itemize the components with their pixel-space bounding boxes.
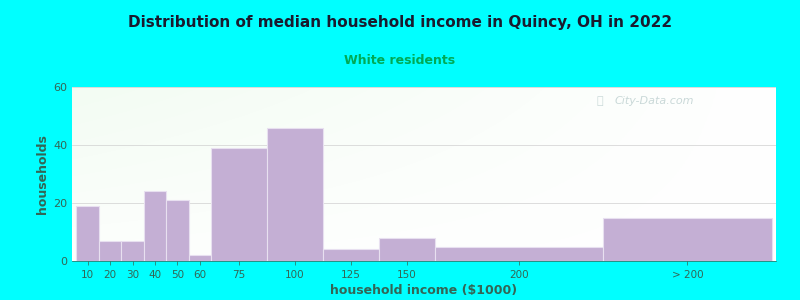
Bar (435, 247, 603, 261)
Text: Ⓢ: Ⓢ (597, 96, 603, 106)
Bar (603, 218, 771, 261)
Bar (189, 255, 211, 261)
Bar (99, 241, 122, 261)
Text: Distribution of median household income in Quincy, OH in 2022: Distribution of median household income … (128, 15, 672, 30)
Bar (267, 128, 323, 261)
Bar (122, 241, 144, 261)
Text: White residents: White residents (345, 54, 455, 67)
Bar (77, 206, 99, 261)
Bar (211, 148, 267, 261)
Bar (144, 191, 166, 261)
X-axis label: household income ($1000): household income ($1000) (330, 284, 518, 297)
Bar (379, 238, 435, 261)
Bar (323, 249, 379, 261)
Bar (166, 200, 189, 261)
Y-axis label: households: households (36, 134, 49, 214)
Text: City-Data.com: City-Data.com (614, 96, 694, 106)
